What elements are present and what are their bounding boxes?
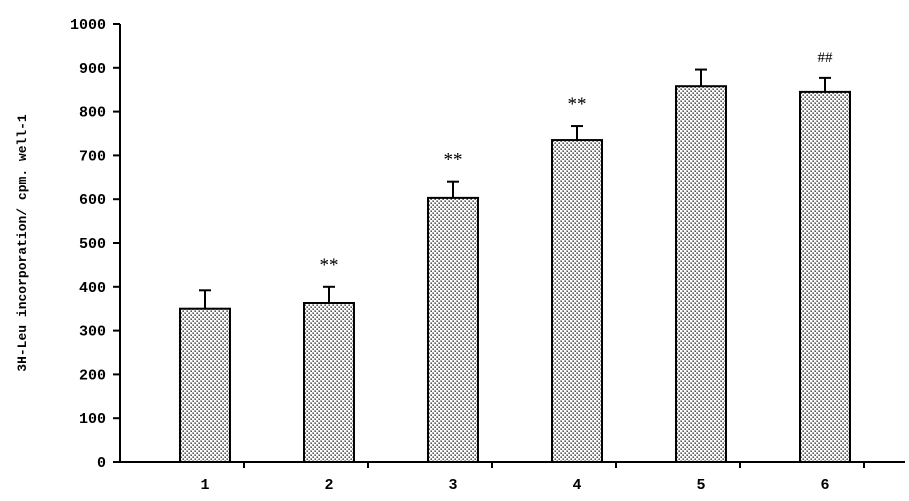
bar bbox=[303, 302, 355, 464]
x-tick-label: 5 bbox=[696, 477, 705, 494]
y-tick-label: 200 bbox=[79, 367, 106, 384]
y-tick-label: 300 bbox=[79, 324, 106, 341]
significance-marker: ** bbox=[568, 94, 587, 115]
y-tick-label: 500 bbox=[79, 236, 106, 253]
x-tick-label: 2 bbox=[324, 477, 333, 494]
y-tick-label: 1000 bbox=[70, 17, 106, 34]
y-tick-label: 400 bbox=[79, 280, 106, 297]
y-tick-label: 800 bbox=[79, 105, 106, 122]
y-axis-ticks: 0 100 200 300 400 500 600 700 800 900 1000 bbox=[70, 17, 120, 472]
y-tick-label: 600 bbox=[79, 192, 106, 209]
bars-group: ** ** ** ## bbox=[179, 50, 851, 464]
bar bbox=[799, 90, 851, 463]
y-tick-label: 700 bbox=[79, 148, 106, 165]
bar bbox=[179, 307, 231, 464]
bar bbox=[427, 196, 479, 464]
significance-marker: ## bbox=[818, 50, 834, 66]
y-tick-label: 0 bbox=[97, 455, 106, 472]
bar bbox=[675, 85, 727, 463]
bar bbox=[551, 139, 603, 463]
significance-marker: ** bbox=[444, 150, 463, 171]
significance-marker: ** bbox=[320, 255, 339, 276]
x-tick-label: 3 bbox=[448, 477, 457, 494]
x-tick-label: 6 bbox=[820, 477, 829, 494]
y-tick-label: 100 bbox=[79, 411, 106, 428]
x-axis-ticks: 1 2 3 4 5 6 bbox=[200, 462, 865, 494]
x-tick-label: 1 bbox=[200, 477, 209, 494]
x-tick-label: 4 bbox=[572, 477, 581, 494]
y-tick-label: 900 bbox=[79, 61, 106, 78]
y-axis-title: 3H-Leu incorporation/ cpm. well-1 bbox=[15, 114, 30, 372]
